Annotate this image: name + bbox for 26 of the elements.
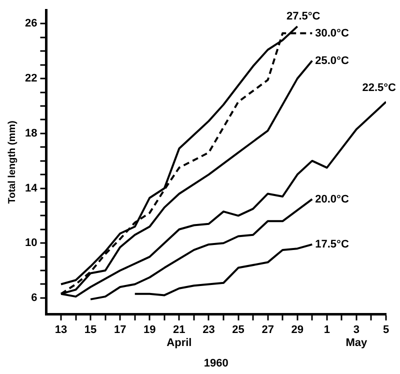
- x-tick-label: 17: [114, 324, 126, 336]
- x-axis-title: 1960: [204, 357, 228, 370]
- y-tick-label: 22: [24, 72, 38, 85]
- x-tick-label: 21 April: [166, 324, 192, 350]
- y-tick-label: 26: [24, 18, 38, 30]
- series-label: 27.5°C: [286, 10, 320, 22]
- x-tick-label: 1: [324, 324, 330, 336]
- series-label: 17.5°C: [315, 238, 349, 250]
- x-tick-label: 15: [84, 324, 97, 336]
- x-tick-label: 25: [232, 324, 244, 336]
- y-tick-label: 18: [24, 127, 38, 140]
- x-tick-label: 29: [291, 324, 304, 336]
- series-label: 22.5°C: [362, 82, 396, 94]
- x-tick-label: 19: [144, 324, 156, 336]
- y-tick-label: 14: [24, 182, 38, 194]
- x-tick-label: 5: [382, 324, 390, 336]
- x-tick-label: 13: [54, 324, 68, 336]
- series-label: 20.0°C: [315, 193, 349, 206]
- series-label: 25.0°C: [315, 54, 349, 67]
- y-tick-label: 10: [24, 237, 38, 250]
- x-tick-label: 23: [202, 324, 215, 336]
- series-label: 30.0°C: [315, 27, 349, 40]
- y-tick-label: 6: [31, 292, 38, 304]
- x-tick-label: 27: [262, 324, 274, 336]
- y-axis-title: Total length (mm): [6, 120, 18, 204]
- x-tick-label: 3 May: [346, 324, 368, 350]
